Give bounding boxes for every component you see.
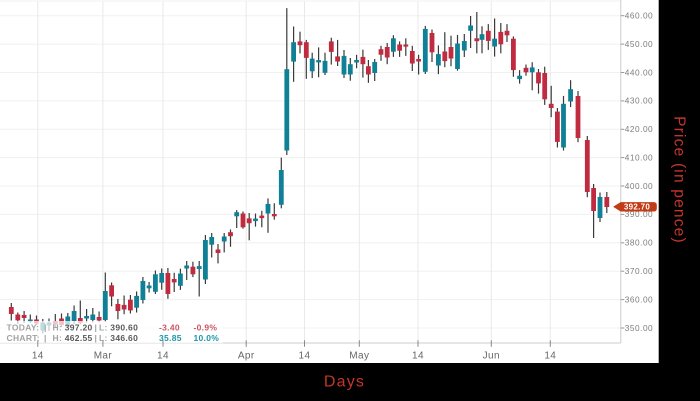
svg-text:|: |	[44, 323, 47, 333]
svg-text:H: 397.20: H: 397.20	[53, 323, 93, 333]
svg-text:TODAY:: TODAY:	[7, 323, 40, 333]
svg-text:14: 14	[299, 350, 311, 361]
svg-text:14: 14	[32, 350, 44, 361]
svg-text:Days: Days	[324, 374, 365, 391]
svg-text:35.85: 35.85	[159, 333, 182, 343]
svg-text:380.00: 380.00	[625, 238, 653, 248]
svg-text:CHART:: CHART:	[7, 333, 40, 343]
svg-text:10.0%: 10.0%	[194, 333, 220, 343]
svg-text:350.00: 350.00	[625, 323, 653, 333]
svg-text:H: 462.55: H: 462.55	[53, 333, 93, 343]
svg-text:370.00: 370.00	[625, 266, 653, 276]
svg-text:460.00: 460.00	[625, 11, 653, 21]
svg-text:400.00: 400.00	[625, 181, 653, 191]
svg-text:L: 346.60: L: 346.60	[99, 333, 138, 343]
svg-text:410.00: 410.00	[625, 152, 653, 162]
svg-text:14: 14	[412, 350, 424, 361]
svg-text:360.00: 360.00	[625, 294, 653, 304]
svg-text:420.00: 420.00	[625, 124, 653, 134]
svg-text:|: |	[95, 333, 98, 343]
svg-text:Mar: Mar	[94, 350, 113, 361]
svg-text:392.70: 392.70	[624, 203, 651, 212]
svg-text:Jun: Jun	[483, 350, 500, 361]
svg-text:May: May	[349, 350, 369, 361]
svg-text:430.00: 430.00	[625, 96, 653, 106]
svg-text:-3.40: -3.40	[159, 323, 180, 333]
svg-text:14: 14	[544, 350, 556, 361]
svg-text:450.00: 450.00	[625, 39, 653, 49]
svg-text:Price (in pence): Price (in pence)	[671, 116, 688, 244]
svg-text:-0.9%: -0.9%	[194, 323, 218, 333]
svg-text:Apr: Apr	[238, 350, 255, 361]
svg-text:440.00: 440.00	[625, 67, 653, 77]
svg-text:|: |	[44, 333, 47, 343]
svg-text:L: 390.60: L: 390.60	[99, 323, 138, 333]
svg-text:|: |	[95, 323, 98, 333]
svg-text:390.00: 390.00	[625, 209, 653, 219]
svg-text:14: 14	[157, 350, 169, 361]
